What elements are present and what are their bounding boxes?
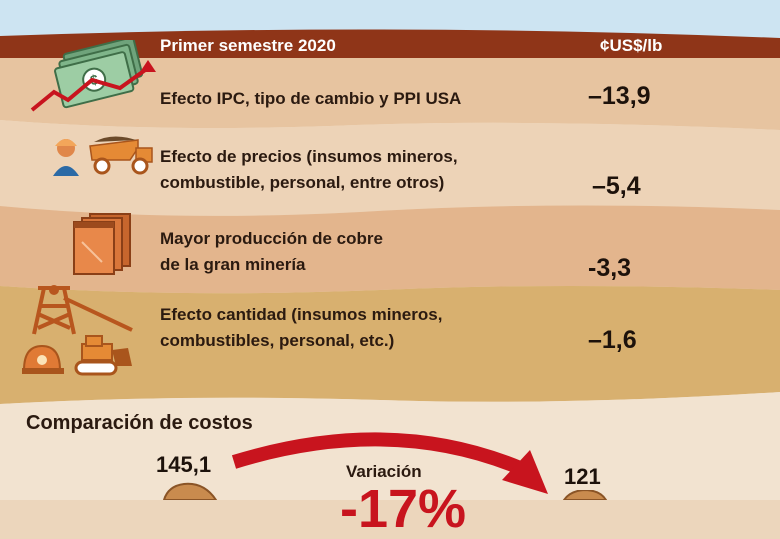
header-band bbox=[0, 29, 780, 60]
row-4-value: –1,6 bbox=[588, 326, 637, 354]
copper-cathodes-icon bbox=[73, 213, 131, 275]
row-3-value: -3,3 bbox=[588, 254, 632, 282]
copper-nugget-small-icon bbox=[562, 490, 608, 500]
row-2-value: –5,4 bbox=[592, 172, 641, 200]
row-1-text: Efecto IPC, tipo de cambio y PPI USA bbox=[160, 89, 462, 108]
header-period: Primer semestre 2020 bbox=[160, 36, 336, 55]
comparison-title: Comparación de costos bbox=[26, 412, 253, 434]
desert-background bbox=[0, 0, 780, 500]
row-4-text: Efecto cantidad (insumos mineros, combus… bbox=[160, 305, 443, 350]
header-unit: ¢US$/lb bbox=[600, 36, 663, 55]
variation-arrow-icon bbox=[231, 432, 548, 494]
copper-nugget-icon bbox=[162, 482, 218, 500]
variation-label: Variación bbox=[346, 462, 422, 481]
variation-value: -17% bbox=[340, 479, 467, 539]
cost-before-value: 145,1 bbox=[156, 452, 212, 477]
cost-after-value: 121 bbox=[564, 464, 601, 489]
mine-equipment-icon bbox=[22, 285, 133, 376]
row-3-text: Mayor producción de cobre de la gran min… bbox=[160, 229, 383, 274]
row-2-text: Efecto de precios (insumos mineros, comb… bbox=[160, 147, 458, 192]
row-1-value: –13,9 bbox=[588, 82, 651, 110]
money-chart-icon: $ bbox=[30, 40, 156, 112]
miner-truck-icon bbox=[53, 136, 153, 176]
